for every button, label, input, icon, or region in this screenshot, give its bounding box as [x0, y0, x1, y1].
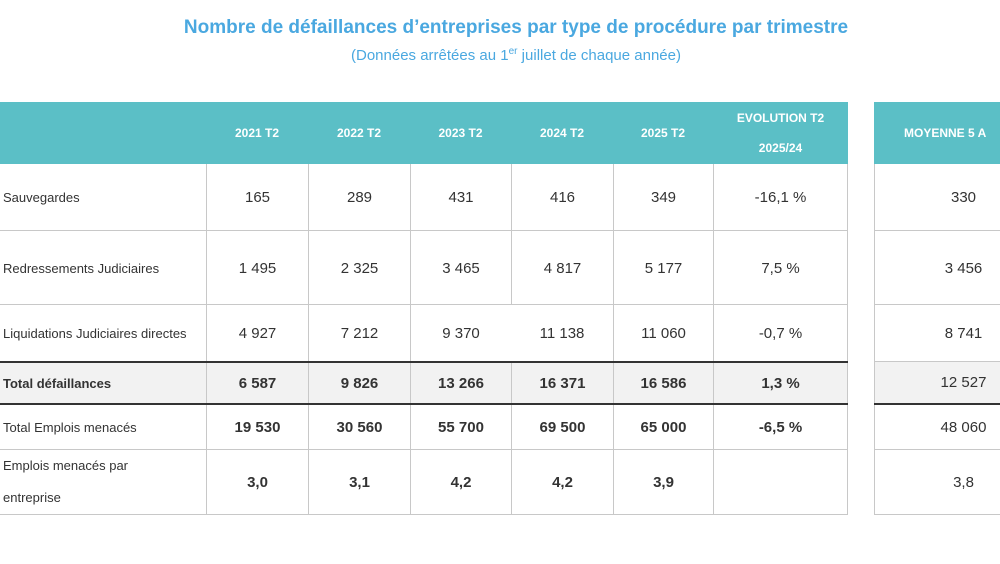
average-row: 3 456 [874, 230, 1000, 305]
cell-average: 330 [874, 164, 1000, 230]
cell-2022: 9 826 [308, 363, 410, 403]
average-row: 3,8 [874, 449, 1000, 515]
header-2022: 2022 T2 [336, 126, 382, 140]
cell-2025: 16 586 [613, 363, 713, 403]
cell-2023: 55 700 [410, 405, 511, 449]
table-row-total: Total défaillances 6 587 9 826 13 266 16… [0, 361, 848, 405]
cell-2023: 4,2 [410, 450, 511, 514]
cell-2022: 30 560 [308, 405, 410, 449]
cell-evolution: 1,3 % [713, 363, 848, 403]
table-row: Total Emplois menacés 19 530 30 560 55 7… [0, 405, 848, 449]
cell-average: 12 527 [874, 362, 1000, 403]
row-label: Total défaillances [3, 375, 112, 391]
cell-average: 3,8 [874, 450, 1000, 514]
cell-2022: 289 [308, 164, 410, 230]
subtitle-text-end: juillet de chaque année) [517, 47, 681, 64]
header-average: MOYENNE 5 A [904, 126, 987, 140]
row-label: Sauvegardes [3, 189, 80, 205]
cell-2022: 2 325 [308, 231, 410, 305]
average-row-total: 12 527 [874, 361, 1000, 405]
average-header: MOYENNE 5 A [874, 102, 1000, 164]
cell-2025: 65 000 [613, 405, 713, 449]
cell-evolution: -6,5 % [713, 405, 848, 449]
row-label: Redressements Judiciaires [3, 260, 160, 276]
average-row: 48 060 [874, 405, 1000, 449]
cell-2025: 349 [613, 164, 713, 230]
row-label: Liquidations Judiciaires directes [3, 326, 187, 341]
subtitle-sup: er [508, 46, 518, 57]
cell-evolution [713, 450, 848, 514]
row-label-line1: Emplois menacés par [3, 458, 128, 473]
cell-average: 8 741 [874, 305, 1000, 362]
header-2025: 2025 T2 [640, 126, 686, 140]
cell-2021: 165 [206, 164, 308, 230]
cell-2025: 11 060 [613, 305, 713, 362]
cell-2024: 4,2 [511, 450, 613, 514]
cell-evolution: 7,5 % [713, 231, 848, 305]
cell-2021: 3,0 [206, 450, 308, 514]
cell-average: 48 060 [874, 405, 1000, 449]
cell-2022: 3,1 [308, 450, 410, 514]
cell-2021: 19 530 [206, 405, 308, 449]
subtitle-text: (Données arrêtées au 1 [351, 47, 509, 64]
average-row: 8 741 [874, 304, 1000, 362]
cell-2023: 431 [410, 164, 511, 230]
table-title: Nombre de défaillances d’entreprises par… [183, 17, 849, 38]
row-label: Total Emplois menacés [3, 419, 137, 435]
table-row: Sauvegardes 165 289 431 416 349 -16,1 % [0, 164, 848, 230]
header-label [0, 102, 206, 164]
cell-2021: 4 927 [206, 305, 308, 362]
cell-2024: 416 [511, 164, 613, 230]
row-label-line2: entreprise [3, 490, 61, 505]
cell-2024: 4 817 [511, 231, 613, 305]
cell-evolution: -0,7 % [713, 305, 848, 362]
header-evolution-line2: 2025/24 [758, 141, 803, 155]
cell-average: 3 456 [874, 231, 1000, 305]
cell-2021: 1 495 [206, 231, 308, 305]
header-2021: 2021 T2 [234, 126, 280, 140]
average-table: MOYENNE 5 A 330 3 456 8 741 12 527 48 06… [874, 102, 1000, 515]
header-2023: 2023 T2 [438, 126, 483, 140]
cell-2025: 3,9 [613, 450, 713, 514]
table-header: 2021 T2 2022 T2 2023 T2 2024 T2 2025 T2 … [0, 102, 848, 164]
cell-2022: 7 212 [308, 305, 410, 362]
header-evolution: EVOLUTION T2 2025/24 [713, 102, 848, 164]
average-row: 330 [874, 164, 1000, 230]
table-row: Redressements Judiciaires 1 495 2 325 3 … [0, 230, 848, 305]
table-row: Emplois menacés par entreprise 3,0 3,1 4… [0, 449, 848, 515]
cell-2021: 6 587 [206, 363, 308, 403]
cell-2024: 11 138 [539, 325, 585, 342]
cell-2023: 13 266 [410, 363, 511, 403]
table-row: Liquidations Judiciaires directes 4 927 … [0, 304, 848, 362]
header-evolution-line1: EVOLUTION T2 [736, 111, 825, 125]
cell-2024: 16 371 [511, 363, 613, 403]
row-label: Emplois menacés par entreprise [0, 450, 206, 514]
cell-2025: 5 177 [613, 231, 713, 305]
cell-2023: 9 370 [410, 305, 511, 362]
cell-2024: 69 500 [511, 405, 613, 449]
table-subtitle: (Données arrêtées au 1er juillet de chaq… [0, 46, 1000, 64]
header-2024: 2024 T2 [539, 126, 585, 140]
failures-table: 2021 T2 2022 T2 2023 T2 2024 T2 2025 T2 … [0, 102, 848, 515]
cell-evolution: -16,1 % [713, 164, 848, 230]
cell-2023: 3 465 [410, 231, 511, 305]
